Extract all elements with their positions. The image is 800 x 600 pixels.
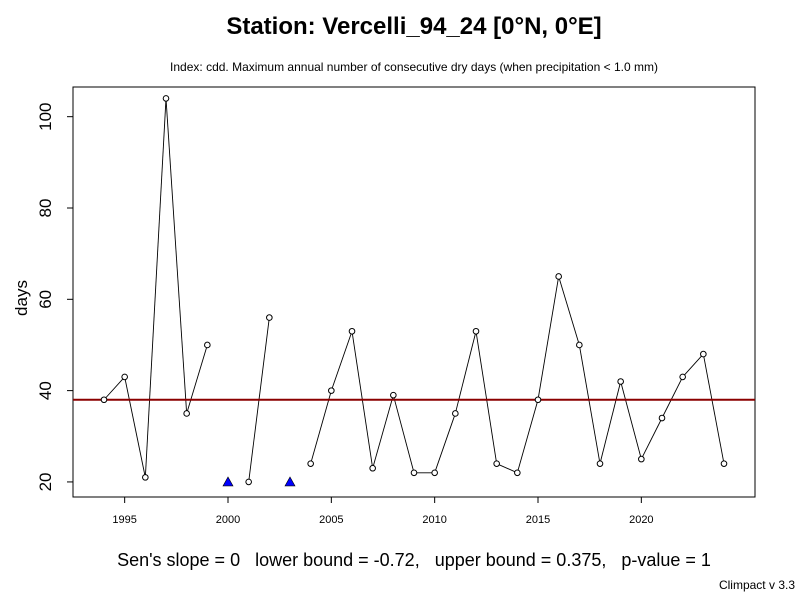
series-line-segment	[620, 381, 642, 460]
data-point	[679, 373, 686, 381]
plot-frame	[72, 86, 756, 498]
y-tick-label: 40	[36, 381, 55, 400]
x-tick-label: 2010	[422, 514, 446, 526]
series-line-segment	[640, 417, 663, 460]
y-tick-label: 60	[36, 290, 55, 309]
data-point	[720, 460, 728, 467]
data-point	[452, 410, 459, 417]
series-line-segment	[144, 98, 167, 478]
trend-statistics: Sen's slope = 0 lower bound = -0.72, upp…	[117, 550, 711, 570]
data-point	[245, 478, 252, 486]
data-point	[431, 469, 438, 477]
missing-data-marker	[284, 476, 296, 487]
series-line-segment	[475, 331, 498, 464]
series-line-segment	[661, 376, 684, 419]
series-line-segment	[310, 390, 332, 464]
series-line-segment	[372, 395, 394, 469]
data-point	[638, 455, 645, 463]
data-point	[307, 460, 314, 467]
data-point	[700, 350, 707, 358]
series-line-segment	[558, 276, 580, 346]
series-line-segment	[434, 413, 456, 473]
y-tick-label: 20	[36, 472, 55, 491]
data-point	[493, 460, 500, 467]
data-point	[266, 314, 273, 321]
data-point	[328, 387, 335, 394]
series-line-segment	[165, 98, 188, 414]
series-line-segment	[516, 399, 539, 473]
data-point	[596, 460, 604, 467]
data-point	[514, 469, 521, 477]
series-line-segment	[103, 376, 126, 401]
y-tick-label: 80	[36, 199, 55, 218]
data-point	[576, 341, 583, 349]
x-tick-label: 2000	[216, 514, 240, 526]
missing-data-marker	[222, 476, 234, 487]
x-tick-label: 2005	[319, 514, 343, 526]
data-point	[617, 378, 624, 385]
data-point	[142, 474, 149, 481]
series-line-segment	[392, 395, 415, 473]
data-point	[183, 410, 190, 417]
series-line-segment	[599, 381, 622, 464]
data-point	[410, 469, 418, 477]
data-point	[204, 341, 211, 349]
data-point	[162, 95, 170, 102]
series-line-segment	[537, 276, 560, 400]
series-line-segment	[702, 354, 725, 464]
series-line-segment	[682, 353, 704, 378]
data-point	[348, 327, 356, 335]
data-point	[472, 327, 480, 335]
x-tick-label: 2020	[629, 514, 653, 526]
series-line-segment	[186, 344, 208, 414]
series-line-segment	[578, 344, 601, 464]
chart-title: Station: Vercelli_94_24 [0°N, 0°E]	[226, 13, 602, 40]
data-point	[121, 373, 128, 381]
data-point	[390, 391, 397, 399]
data-point	[100, 396, 108, 404]
data-point	[555, 273, 562, 280]
chart-subtitle: Index: cdd. Maximum annual number of con…	[170, 60, 658, 74]
series-line-segment	[124, 376, 146, 478]
data-point	[369, 464, 376, 472]
y-tick-label: 100	[36, 102, 55, 130]
data-point	[658, 414, 666, 422]
x-tick-label: 1995	[112, 514, 136, 526]
y-axis-label: days	[12, 280, 31, 316]
series-line-segment	[330, 331, 353, 391]
series-line-segment	[454, 331, 477, 414]
x-tick-label: 2015	[526, 514, 550, 526]
software-version-label: Climpact v 3.3	[718, 578, 795, 592]
data-point	[534, 396, 542, 404]
series-line-segment	[496, 463, 518, 474]
